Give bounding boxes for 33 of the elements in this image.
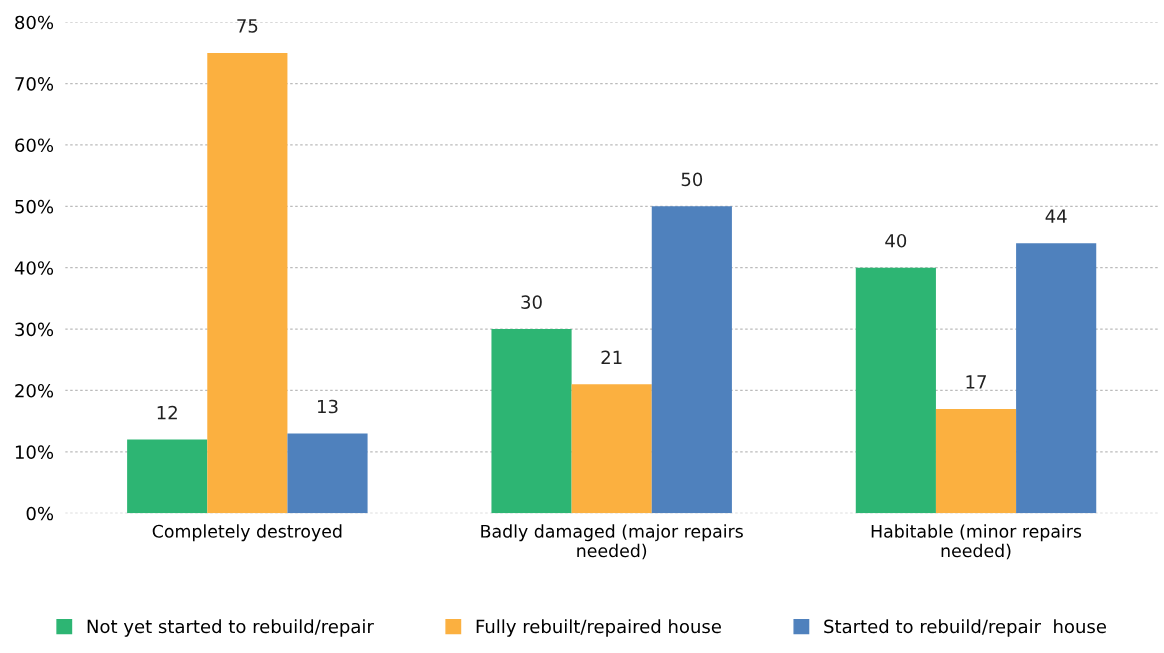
x-tick-label: Badly damaged (major repairs needed) bbox=[481, 524, 743, 560]
y-tick-label: 20% bbox=[15, 383, 54, 398]
y-tick-label: 70% bbox=[15, 77, 54, 91]
y-tick-label: 80% bbox=[15, 15, 54, 30]
y-tick-label: 40% bbox=[14, 261, 54, 275]
y-tick-label: 0% bbox=[26, 506, 54, 521]
data-label: 44 bbox=[1045, 209, 1067, 223]
bar bbox=[207, 52, 288, 514]
data-label: 50 bbox=[681, 172, 703, 187]
data-label: 12 bbox=[157, 405, 177, 420]
data-label: 17 bbox=[966, 375, 986, 389]
legend-label: Fully rebuilt/repaired house bbox=[476, 619, 721, 637]
data-label: 40 bbox=[885, 233, 907, 248]
bar bbox=[935, 408, 1017, 514]
data-label: 13 bbox=[318, 399, 338, 414]
bar bbox=[1016, 243, 1097, 514]
bar bbox=[651, 206, 732, 514]
x-tick-label: Habitable (minor repairs needed) bbox=[871, 524, 1082, 560]
data-label: 21 bbox=[601, 350, 622, 364]
bar bbox=[491, 329, 572, 514]
bar bbox=[287, 433, 368, 514]
bar bbox=[855, 267, 936, 514]
y-tick-label: 50% bbox=[15, 199, 54, 214]
bar bbox=[127, 439, 208, 514]
data-label: 75 bbox=[237, 19, 258, 33]
x-tick-label: Completely destroyed bbox=[152, 524, 342, 542]
data-label: 30 bbox=[521, 295, 542, 309]
legend-label: Not yet started to rebuild/repair bbox=[87, 619, 374, 637]
y-tick-label: 60% bbox=[15, 138, 54, 153]
y-tick-label: 30% bbox=[15, 322, 54, 337]
y-tick-label: 10% bbox=[15, 445, 54, 459]
legend-label: Started to rebuild/repair house bbox=[824, 619, 1106, 637]
bar bbox=[571, 384, 652, 514]
